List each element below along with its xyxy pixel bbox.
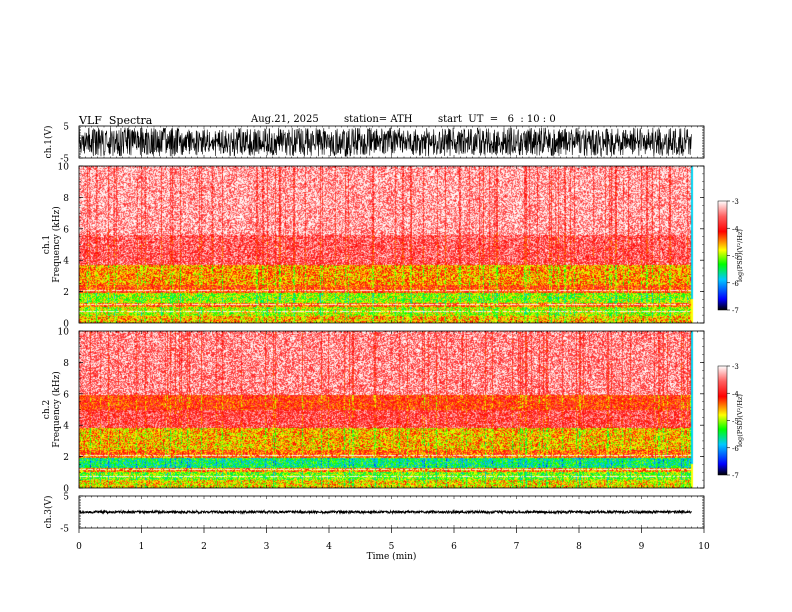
panel-2-y-tick-label: 6 [63,225,69,235]
panel-2-y-axis-label: Frequency (kHz) [51,206,62,283]
panel-4-y-tick-label: -5 [60,525,69,535]
colorbar-2-label: log(PSD)(V²/Hz) [736,394,744,447]
panel-4-y-axis-label: ch.3(V) [43,496,54,529]
spectrogram-2-image [79,166,704,323]
x-axis-tick-label: 9 [639,542,645,552]
start-time-label: start UT = 6 : 10 : 0 [438,114,556,125]
x-axis-tick-label: 4 [326,542,332,552]
panel-3-channel-label: ch.2 [42,400,52,419]
colorbar-2-tick-label: -5 [732,418,739,426]
x-axis-label: Time (min) [367,551,417,562]
colorbar-2-tick-label: -7 [732,472,739,480]
panel-3-y-tick-label: 2 [63,453,69,463]
colorbar-1-tick-label: -4 [732,225,739,233]
x-axis-tick-label: 10 [698,542,710,552]
panel-1-y-tick-label: 5 [63,123,69,133]
panel-3-y-axis-label: Frequency (kHz) [51,371,62,448]
x-axis-tick-label: 1 [139,542,145,552]
colorbar-1-label: log(PSD)(V²/Hz) [736,229,744,282]
panel-2-y-tick-label: 0 [63,320,69,330]
panel-1-y-tick-label: -5 [60,155,69,165]
colorbar-1-tick-label: -3 [732,198,739,206]
waveform-4-series-line [78,509,692,516]
panel-1-y-axis-label: ch.1(V) [43,126,54,159]
x-axis-tick-label: 0 [76,542,82,552]
x-axis-tick-label: 7 [514,542,520,552]
panel-3-y-tick-label: 8 [63,359,69,369]
panel-2-y-tick-label: 2 [63,288,69,298]
x-axis-tick-label: 8 [576,542,582,552]
panel-2-channel-label: ch.1 [42,235,52,254]
colorbar-1 [717,200,728,311]
waveform-1-series-line [78,127,692,158]
colorbar-1-tick-label: -5 [732,253,739,261]
panel-4-y-tick-label: 5 [63,493,69,503]
colorbar-2-tick-label: -3 [732,363,739,371]
x-axis-tick-label: 3 [264,542,270,552]
x-axis-tick-label: 6 [451,542,457,552]
station-label: station= ATH [344,114,413,125]
panel-2-y-tick-label: 10 [58,163,70,173]
panel-3-y-tick-label: 0 [63,485,69,495]
spectrogram-3-image [79,331,704,488]
panel-2-y-tick-label: 8 [63,194,69,204]
panel-3-y-tick-label: 10 [58,328,70,338]
panel-2-y-tick-label: 4 [63,257,69,267]
panel-3-y-tick-label: 6 [63,390,69,400]
date-label: Aug.21, 2025 [251,114,319,125]
x-axis-tick-label: 5 [389,542,395,552]
x-axis-tick-label: 2 [201,542,207,552]
colorbar-2-tick-label: -4 [732,390,739,398]
plot-title: VLF Spectra [79,114,153,127]
colorbar-1-tick-label: -6 [732,280,739,288]
colorbar-2-tick-label: -6 [732,445,739,453]
colorbar-2 [717,365,728,476]
panel-3-y-tick-label: 4 [63,422,69,432]
colorbar-1-tick-label: -7 [732,307,739,315]
